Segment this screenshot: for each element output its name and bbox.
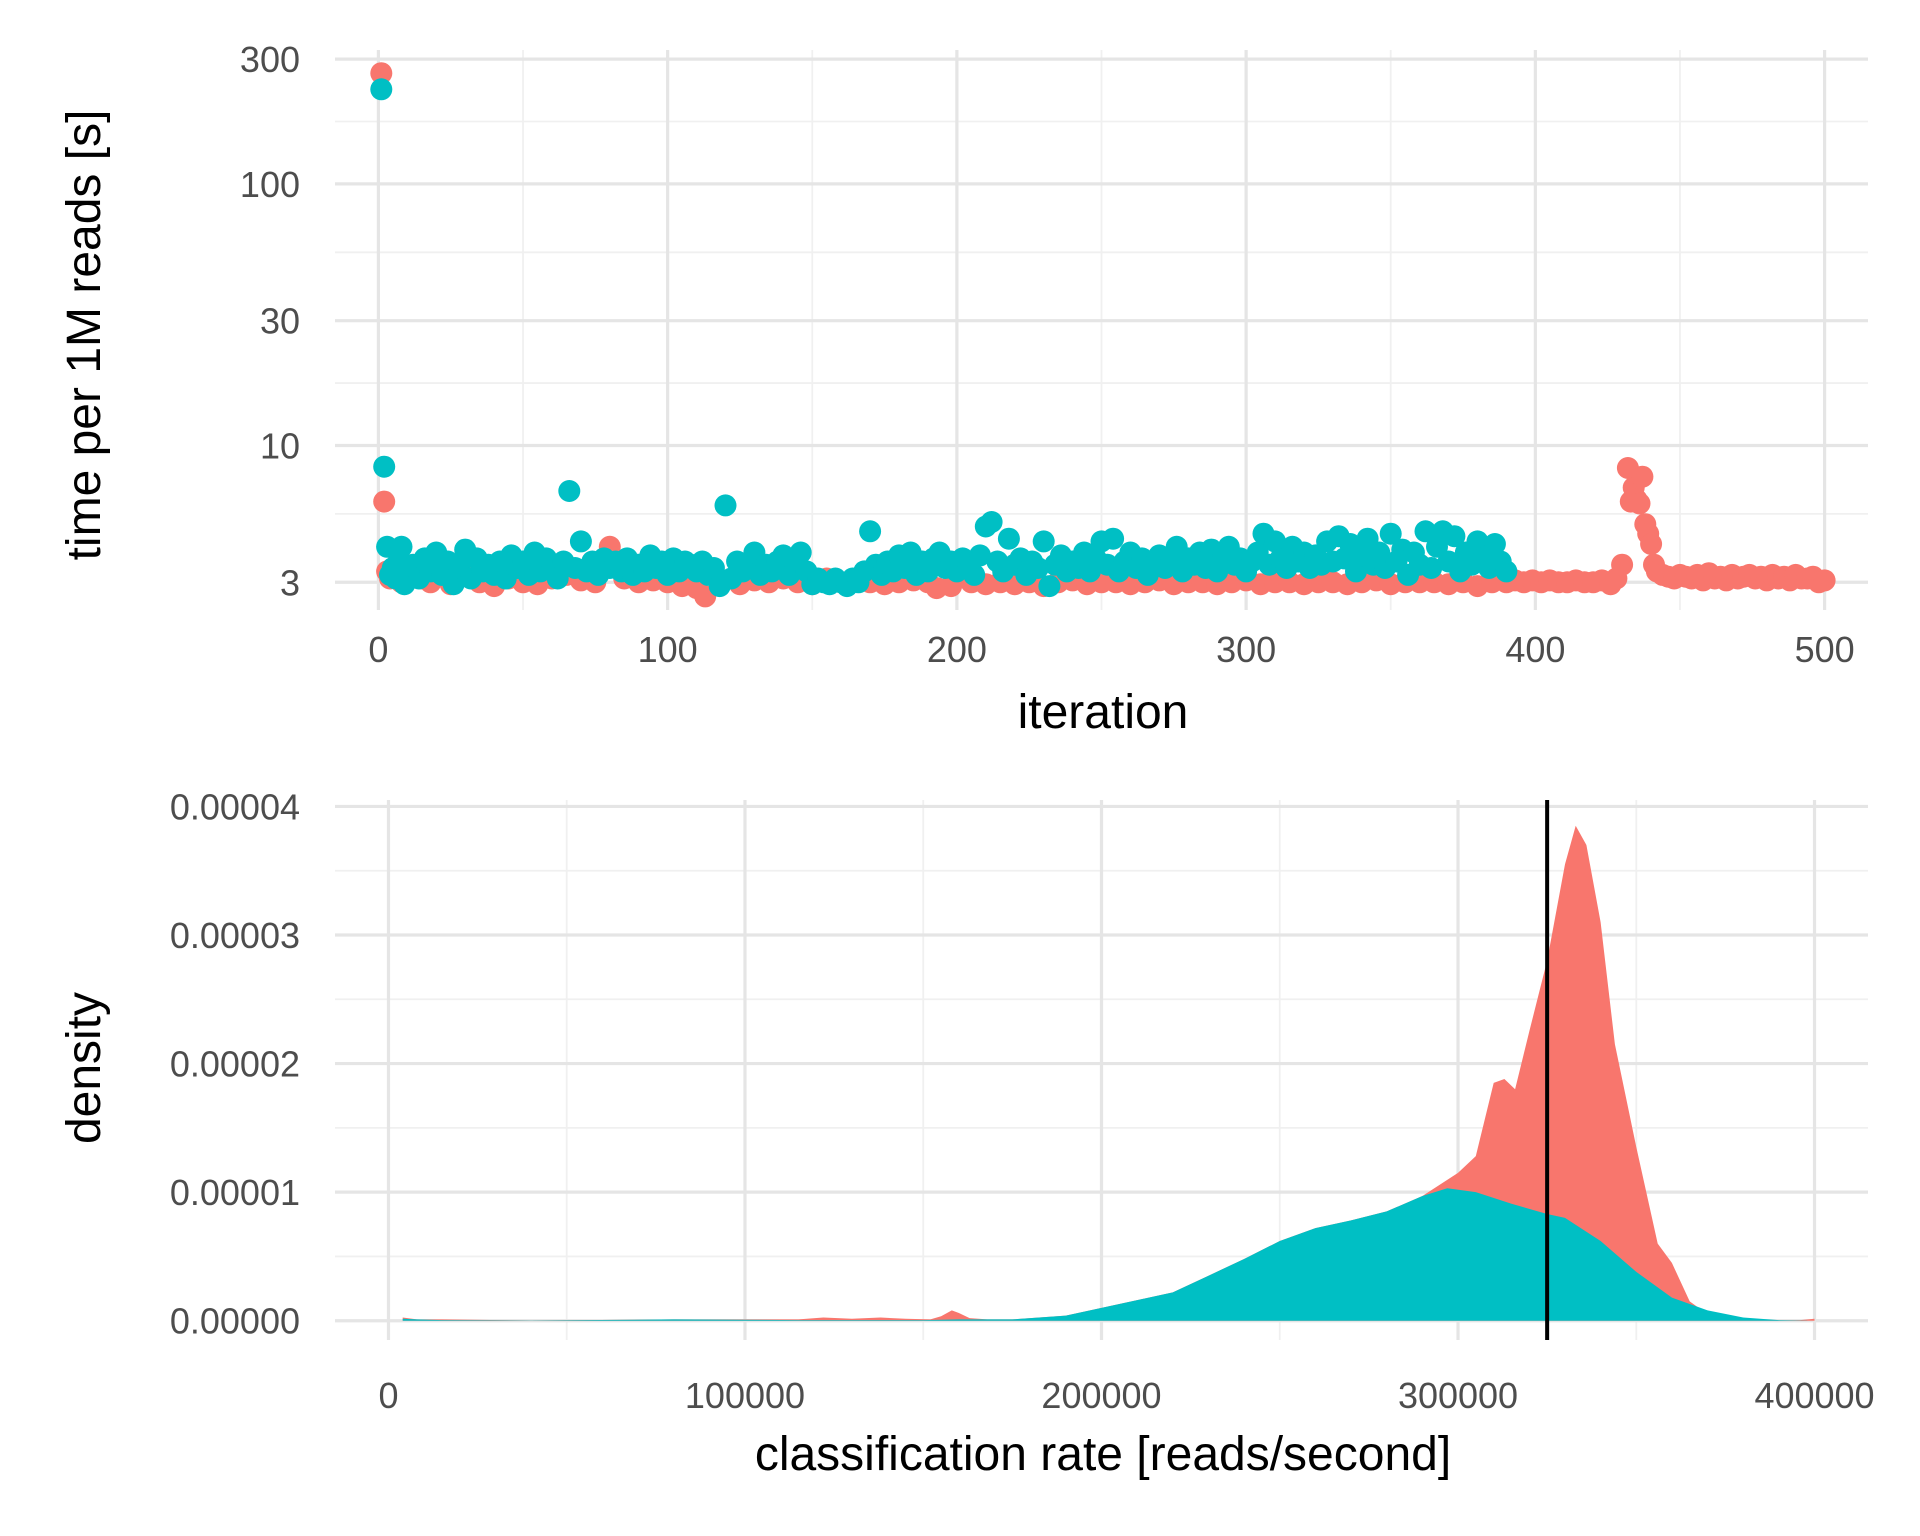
density-x-tick-labels: 0 100000 200000 300000 400000: [378, 1375, 1874, 1416]
scatter-point: [546, 567, 569, 590]
scatter-point: [969, 544, 991, 567]
scatter-point: [1102, 527, 1125, 550]
scatter-point: [373, 490, 396, 513]
scatter-point: [789, 541, 812, 564]
density-x-tick-label: 100000: [685, 1375, 805, 1416]
scatter-point: [370, 78, 393, 101]
density-areas: [402, 825, 1815, 1321]
scatter-point: [1420, 557, 1443, 579]
scatter-y-tick-labels: 3 10 30 100 300: [240, 39, 300, 603]
scatter-point: [980, 511, 1003, 533]
scatter-x-tick-label: 200: [927, 629, 987, 670]
density-area-teal: [402, 1188, 1808, 1321]
scatter-y-axis-title: time per 1M reads [s]: [58, 110, 111, 561]
scatter-point: [1628, 492, 1651, 515]
scatter-plot-time-per-iteration: 3 10 30 100 300 0 100 200 300 400 500 iteration t…: [58, 39, 1868, 739]
scatter-x-tick-labels: 0 100 200 300 400 500: [368, 629, 1854, 670]
scatter-point: [1026, 557, 1049, 579]
scatter-point: [1264, 530, 1286, 553]
scatter-point: [702, 557, 725, 579]
scatter-point: [558, 480, 581, 502]
scatter-grid: [335, 50, 1868, 610]
density-x-tick-label: 0: [378, 1375, 398, 1416]
scatter-point: [373, 455, 396, 478]
density-y-tick-label: 0.00000: [170, 1301, 300, 1342]
scatter-point: [1495, 560, 1518, 583]
scatter-point: [569, 530, 592, 553]
scatter-point: [390, 535, 413, 558]
scatter-point: [1813, 569, 1836, 592]
scatter-point: [1611, 553, 1634, 576]
scatter-point: [1640, 533, 1663, 555]
scatter-point: [1032, 530, 1055, 553]
scatter-x-tick-label: 300: [1216, 629, 1276, 670]
scatter-point: [1483, 533, 1506, 555]
density-x-tick-label: 300000: [1398, 1375, 1518, 1416]
scatter-x-tick-label: 500: [1795, 629, 1855, 670]
density-y-tick-label: 0.00003: [170, 915, 300, 956]
density-y-tick-label: 0.00002: [170, 1044, 300, 1085]
scatter-point: [714, 494, 737, 517]
scatter-y-tick-label: 300: [240, 39, 300, 80]
density-y-tick-label: 0.00004: [170, 786, 300, 827]
density-plot-classification-rate: 0.00000 0.00001 0.00002 0.00003 0.00004 0 100…: [58, 786, 1875, 1481]
scatter-point: [859, 520, 882, 543]
scatter-y-tick-label: 30: [260, 301, 300, 342]
scatter-x-axis-title: iteration: [1018, 686, 1189, 739]
density-y-tick-label: 0.00001: [170, 1172, 300, 1213]
scatter-point: [1414, 520, 1437, 543]
scatter-points: [370, 62, 1836, 608]
scatter-point: [370, 62, 393, 85]
scatter-y-tick-label: 3: [280, 562, 300, 603]
scatter-point: [963, 563, 986, 586]
scatter-y-tick-label: 100: [240, 164, 300, 205]
density-x-axis-title: classification rate [reads/second]: [755, 1428, 1451, 1481]
scatter-x-tick-label: 0: [368, 629, 388, 670]
scatter-point: [1466, 530, 1489, 553]
scatter-y-tick-label: 10: [260, 425, 300, 466]
scatter-point: [1443, 525, 1466, 548]
density-x-tick-label: 400000: [1754, 1375, 1874, 1416]
density-y-axis-title: density: [58, 992, 111, 1144]
scatter-point: [1631, 465, 1654, 488]
scatter-x-tick-label: 400: [1505, 629, 1565, 670]
scatter-point: [1379, 522, 1402, 545]
density-y-tick-labels: 0.00000 0.00001 0.00002 0.00003 0.00004: [170, 786, 300, 1341]
scatter-point: [997, 527, 1020, 550]
scatter-x-tick-label: 100: [638, 629, 698, 670]
scatter-point: [1038, 575, 1061, 598]
density-x-tick-label: 200000: [1041, 1375, 1161, 1416]
